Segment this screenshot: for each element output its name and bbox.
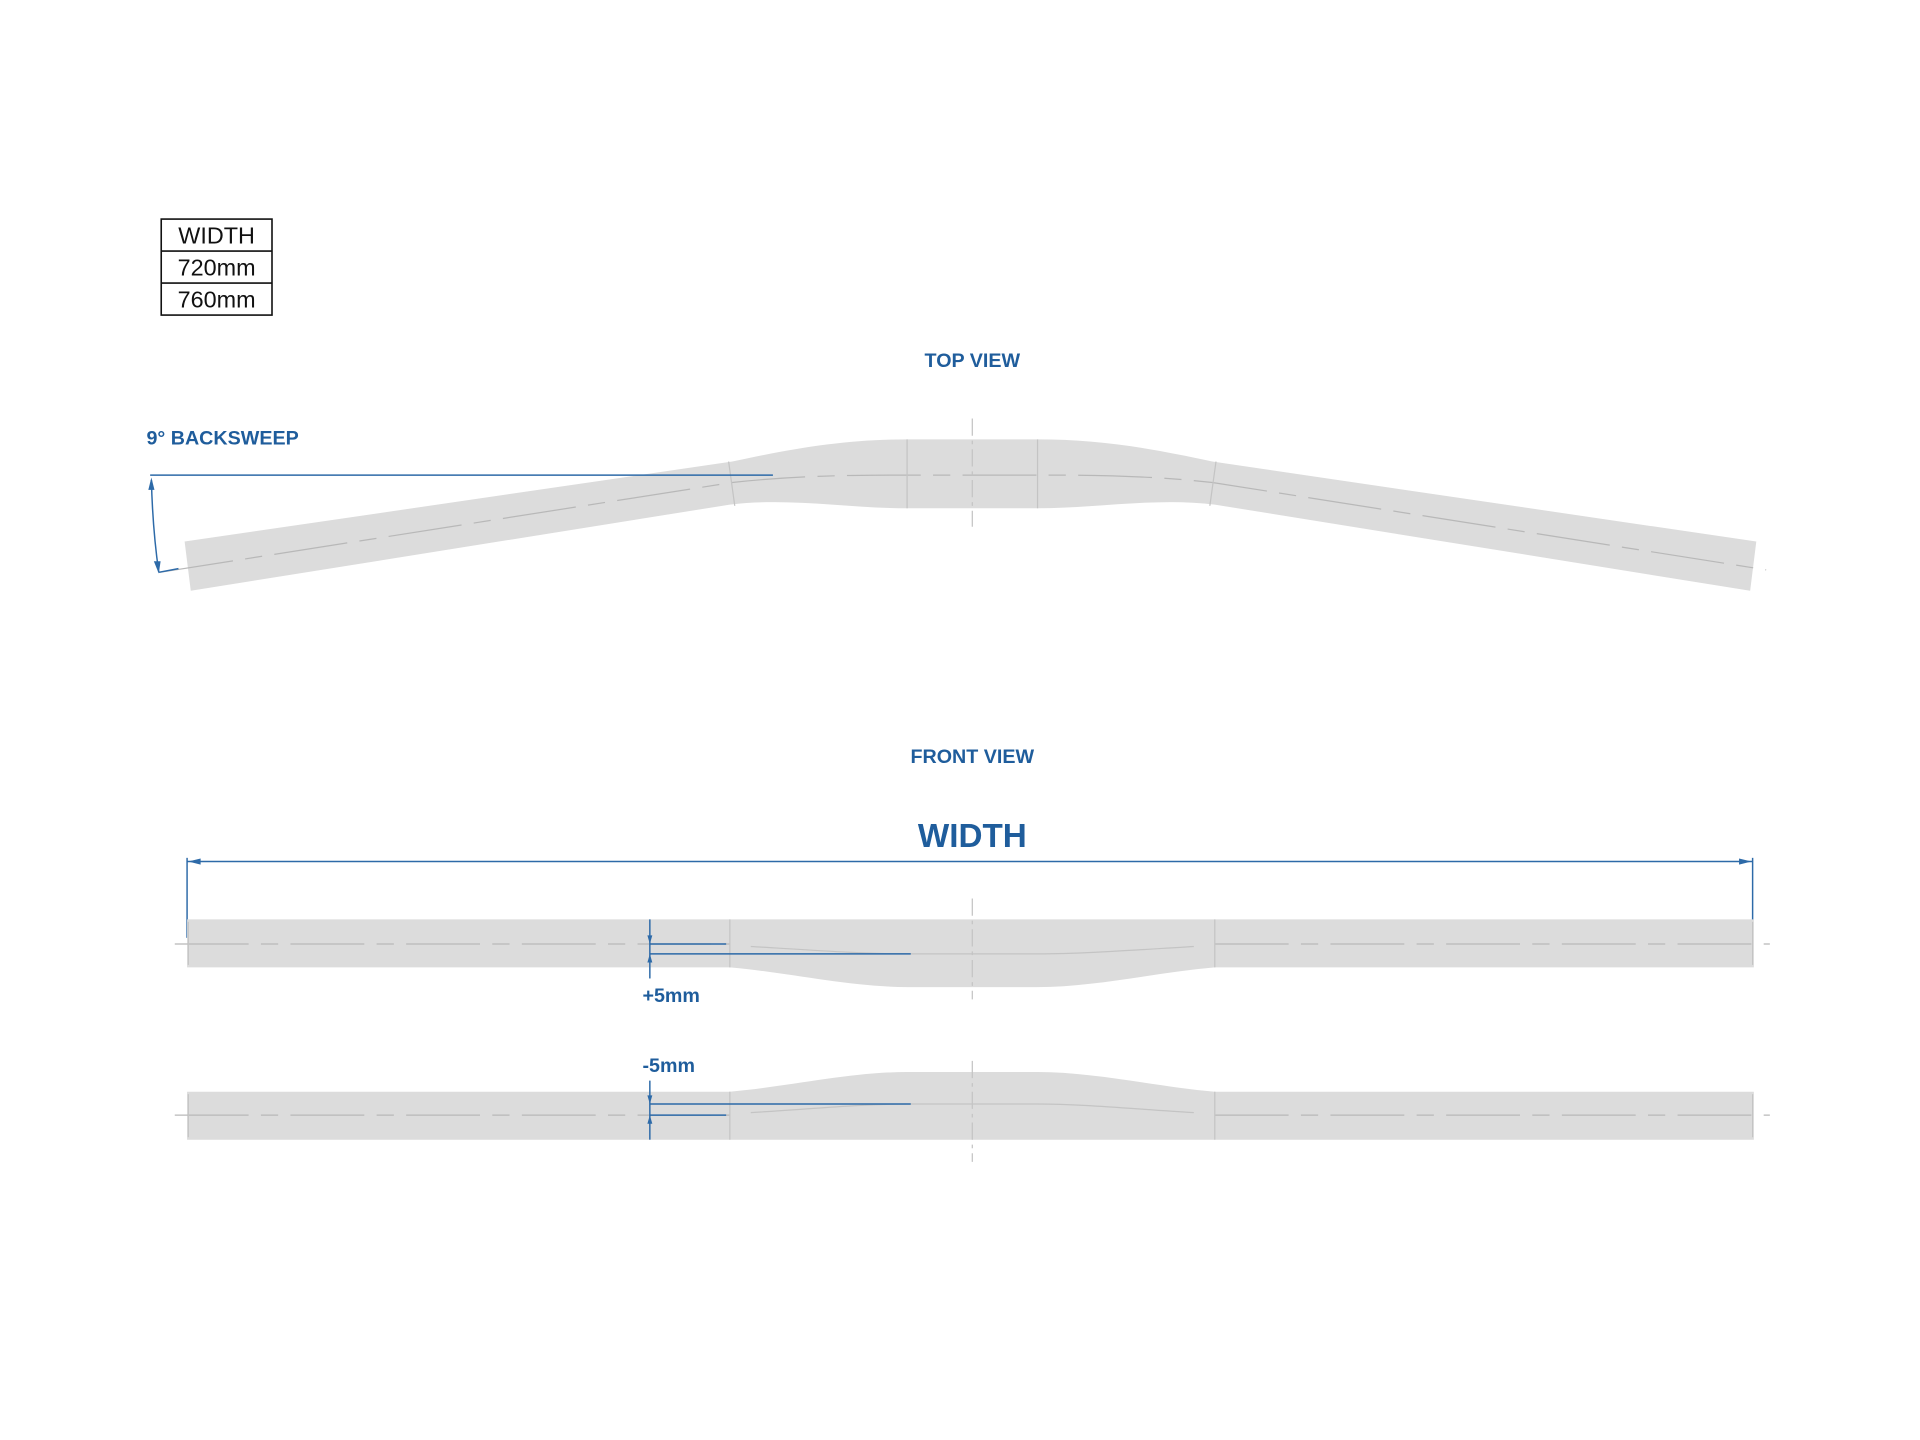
width-table-row: 720mm [178, 255, 256, 281]
top-view-bar [159, 418, 1767, 591]
top-view-title: TOP VIEW [925, 350, 1021, 372]
front-view-bar-drop [174, 1060, 1770, 1162]
width-table-row: 760mm [178, 287, 256, 313]
width-dimension-label: WIDTH [918, 818, 1027, 855]
backsweep-label: 9° BACKSWEEP [146, 427, 298, 449]
width-table-header: WIDTH [178, 223, 255, 249]
rise-minus-label: -5mm [642, 1055, 695, 1077]
front-view-title: FRONT VIEW [911, 746, 1035, 768]
front-view-bar-rise [174, 898, 1770, 1000]
backsweep-dimension [148, 474, 773, 574]
rise-plus-label: +5mm [642, 985, 699, 1007]
width-table: WIDTH 720mm 760mm [160, 218, 273, 316]
